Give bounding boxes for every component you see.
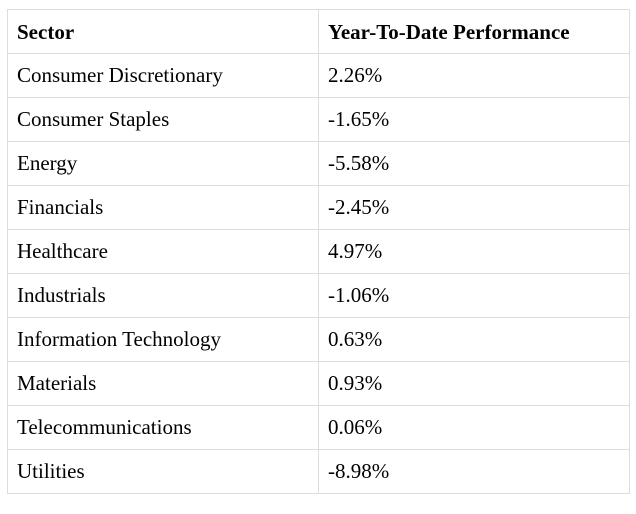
performance-cell: -8.98% xyxy=(318,449,630,494)
table-row: Financials -2.45% xyxy=(7,185,630,230)
sector-cell: Healthcare xyxy=(7,229,319,274)
table-row: Energy -5.58% xyxy=(7,141,630,186)
sector-cell: Utilities xyxy=(7,449,319,494)
table-body: Consumer Discretionary 2.26% Consumer St… xyxy=(7,53,630,494)
performance-cell: 0.63% xyxy=(318,317,630,362)
performance-cell: 0.93% xyxy=(318,361,630,406)
performance-cell: -5.58% xyxy=(318,141,630,186)
sector-cell: Materials xyxy=(7,361,319,406)
table-row: Information Technology 0.63% xyxy=(7,317,630,362)
header-row: Sector Year-To-Date Performance xyxy=(7,9,630,54)
sector-cell: Telecommunications xyxy=(7,405,319,450)
performance-cell: 0.06% xyxy=(318,405,630,450)
sector-cell: Consumer Staples xyxy=(7,97,319,142)
performance-cell: -1.65% xyxy=(318,97,630,142)
header-sector: Sector xyxy=(7,9,319,54)
table-row: Materials 0.93% xyxy=(7,361,630,406)
performance-cell: 2.26% xyxy=(318,53,630,98)
sector-cell: Information Technology xyxy=(7,317,319,362)
sector-cell: Energy xyxy=(7,141,319,186)
performance-cell: 4.97% xyxy=(318,229,630,274)
table-row: Healthcare 4.97% xyxy=(7,229,630,274)
sector-performance-table: Sector Year-To-Date Performance Consumer… xyxy=(7,9,630,494)
table-row: Consumer Discretionary 2.26% xyxy=(7,53,630,98)
header-ytd-performance: Year-To-Date Performance xyxy=(318,9,630,54)
sector-cell: Industrials xyxy=(7,273,319,318)
performance-cell: -2.45% xyxy=(318,185,630,230)
sector-cell: Consumer Discretionary xyxy=(7,53,319,98)
sector-performance-table-container: Sector Year-To-Date Performance Consumer… xyxy=(7,9,630,494)
table-header: Sector Year-To-Date Performance xyxy=(7,9,630,54)
table-row: Industrials -1.06% xyxy=(7,273,630,318)
table-row: Utilities -8.98% xyxy=(7,449,630,494)
table-row: Telecommunications 0.06% xyxy=(7,405,630,450)
sector-cell: Financials xyxy=(7,185,319,230)
table-row: Consumer Staples -1.65% xyxy=(7,97,630,142)
performance-cell: -1.06% xyxy=(318,273,630,318)
